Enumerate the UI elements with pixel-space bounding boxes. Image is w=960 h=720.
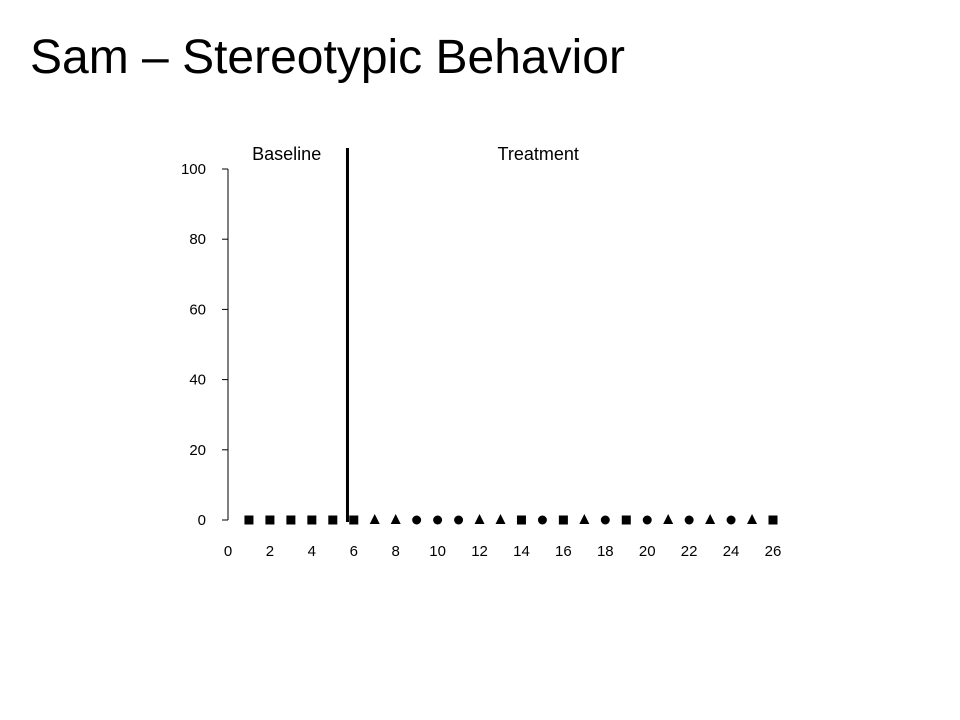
x-tick-label: 24 — [723, 543, 740, 560]
data-point-circle — [600, 515, 610, 525]
phase-label-baseline: Baseline — [252, 144, 321, 164]
slide-title: Sam – Stereotypic Behavior — [30, 31, 625, 84]
y-tick-label: 80 — [189, 231, 206, 248]
data-point-square — [349, 515, 359, 525]
data-point-triangle — [390, 514, 401, 524]
data-point-square — [307, 515, 317, 525]
x-tick-label: 22 — [681, 543, 698, 560]
data-point-square — [286, 515, 296, 525]
data-point-circle — [433, 515, 443, 525]
data-point-triangle — [663, 514, 674, 524]
y-tick-label: 20 — [189, 442, 206, 459]
x-tick-label: 4 — [308, 543, 316, 560]
x-tick-label: 14 — [513, 543, 530, 560]
data-point-circle — [412, 515, 422, 525]
data-point-triangle — [495, 514, 506, 524]
data-point-square — [328, 515, 338, 525]
phase-label-treatment: Treatment — [498, 144, 579, 164]
data-point-triangle — [474, 514, 485, 524]
x-tick-label: 18 — [597, 543, 614, 560]
data-point-circle — [726, 515, 736, 525]
y-tick-label: 40 — [189, 372, 206, 389]
x-tick-label: 26 — [765, 543, 782, 560]
data-point-square — [558, 515, 568, 525]
y-tick-label: 100 — [181, 161, 206, 178]
data-point-square — [244, 515, 254, 525]
data-point-circle — [684, 515, 694, 525]
x-tick-label: 16 — [555, 543, 572, 560]
data-point-triangle — [579, 514, 590, 524]
data-point-triangle — [369, 514, 380, 524]
data-point-square — [768, 515, 778, 525]
x-tick-label: 20 — [639, 543, 656, 560]
data-point-triangle — [747, 514, 758, 524]
data-point-circle — [642, 515, 652, 525]
data-point-triangle — [705, 514, 716, 524]
data-point-circle — [537, 515, 547, 525]
x-tick-label: 2 — [266, 543, 274, 560]
x-tick-label: 10 — [429, 543, 446, 560]
x-tick-label: 6 — [350, 543, 358, 560]
y-tick-label: 0 — [198, 512, 206, 529]
x-tick-label: 8 — [392, 543, 400, 560]
data-point-square — [516, 515, 526, 525]
data-point-circle — [454, 515, 464, 525]
x-tick-label: 12 — [471, 543, 488, 560]
data-point-square — [265, 515, 275, 525]
y-tick-label: 60 — [189, 301, 206, 318]
data-point-square — [621, 515, 631, 525]
x-tick-label: 0 — [224, 543, 232, 560]
